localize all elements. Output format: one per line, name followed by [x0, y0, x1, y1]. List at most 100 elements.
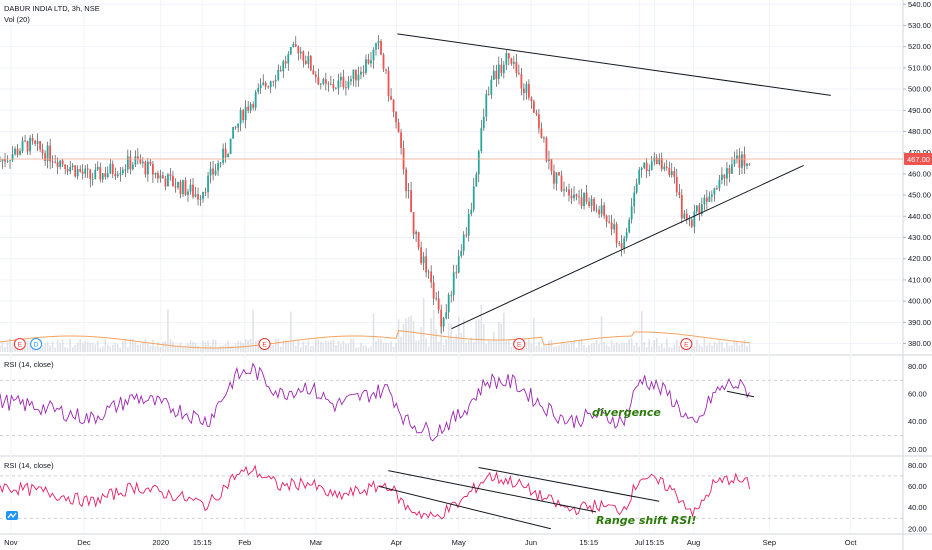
candle-body [154, 172, 157, 175]
candle-body [390, 96, 392, 100]
volume-bar [643, 341, 646, 352]
candle-body [257, 88, 260, 92]
candle-body [645, 162, 648, 172]
time-axis-label: Aug [687, 538, 700, 547]
candle-body [410, 190, 412, 213]
volume-bar [565, 343, 568, 352]
volume-bar [142, 341, 144, 352]
candle-body [41, 149, 44, 154]
volume-bar [435, 329, 437, 352]
trendline-channel-lower-1[interactable] [379, 486, 551, 530]
candle-body [172, 175, 174, 187]
candle-body [279, 69, 282, 72]
candle-body [109, 163, 112, 174]
candle-body [91, 179, 94, 180]
earnings-marker[interactable]: E [680, 338, 693, 350]
candle-body [56, 162, 59, 168]
candle-body [26, 141, 29, 152]
earnings-marker-letter: E [18, 342, 23, 349]
candle-body [630, 206, 633, 220]
earnings-marker[interactable]: E [13, 338, 26, 350]
volume-bar [462, 319, 465, 352]
trendline-divergence[interactable] [726, 390, 755, 398]
volume-bar [397, 319, 400, 352]
volume-bar [442, 345, 445, 352]
candle-body [277, 69, 280, 80]
volume-bar [277, 338, 280, 352]
volume-bar [457, 316, 460, 352]
earnings-marker[interactable]: E [513, 338, 526, 350]
earnings-marker[interactable]: E [258, 338, 271, 350]
volume-bar [184, 344, 187, 352]
rsi-legend-2[interactable]: RSI (14, close) [4, 461, 54, 470]
price-axis-label: 480.00 [908, 127, 931, 136]
volume-bar [320, 341, 322, 352]
volume-bar [460, 333, 463, 352]
candle-body [482, 116, 485, 129]
candle-body [663, 166, 666, 170]
volume-bar [575, 347, 578, 352]
volume-legend[interactable]: Vol (20) [4, 15, 30, 24]
rsi-axis-label: 40.00 [908, 503, 927, 512]
volume-bar [312, 345, 315, 352]
volume-bar [327, 341, 330, 352]
candle-body [643, 162, 646, 168]
price-axis-label: 540.00 [908, 0, 931, 9]
trendline-upper[interactable] [397, 33, 831, 96]
candle-body [51, 161, 54, 163]
trendlines[interactable] [379, 33, 831, 530]
volume-bar [377, 338, 380, 352]
volume-bar [560, 343, 563, 352]
symbol-title[interactable]: DABUR INDIA LTD, 3h, NSE [4, 4, 100, 13]
dividend-marker[interactable]: D [30, 338, 43, 350]
volume-bar [144, 338, 147, 352]
volume-bar [134, 342, 137, 352]
candle-body [668, 167, 671, 175]
candle-body [560, 175, 563, 191]
volume-bar [41, 345, 44, 352]
candle-body [447, 294, 450, 313]
trendline-channel-upper-1[interactable] [388, 470, 597, 513]
candle-body [553, 171, 555, 184]
candle-body [550, 158, 553, 172]
volume-bar [573, 341, 575, 352]
candle-body [239, 110, 242, 124]
time-axis[interactable]: Nov Dec 2020 15:15 Feb Mar Apr May Jun 15:15 Jul 15… [4, 538, 857, 547]
volume-bar [244, 339, 247, 352]
candle-body [407, 190, 410, 192]
candle-body [214, 170, 217, 175]
trendline-channel-upper-2[interactable] [478, 466, 660, 502]
volume-bar [726, 342, 728, 352]
candle-body [141, 161, 144, 164]
volume-bar [51, 341, 54, 352]
trendline-lower[interactable] [451, 164, 804, 330]
candle-body [81, 171, 84, 174]
rsi-legend-1[interactable]: RSI (14, close) [4, 360, 54, 369]
candle-body [6, 160, 9, 162]
volume-bar [741, 343, 743, 352]
volume-bar [274, 338, 277, 352]
volume-bar [29, 343, 31, 352]
volume-bar [417, 340, 420, 352]
earnings-marker-letter: E [517, 342, 522, 349]
candle-body [620, 243, 623, 249]
candle-body [332, 83, 335, 89]
candle-body [94, 169, 97, 180]
candle-body [287, 54, 290, 64]
volume-bar [422, 297, 425, 352]
candle-body [21, 140, 24, 152]
candle-body [655, 157, 658, 165]
candle-body [512, 61, 515, 64]
dividend-marker-circle [30, 338, 43, 350]
price-axis[interactable]: 540.00 530.00 520.00 510.00 500.00 490.00 480.… [903, 0, 932, 533]
candle-body [590, 198, 593, 206]
candle-body [1, 159, 4, 162]
volume-bar [342, 340, 345, 352]
candle-body [598, 209, 600, 215]
price-axis-label: 430.00 [908, 233, 931, 242]
candle-body [4, 159, 6, 162]
candle-body [134, 156, 137, 165]
candle-body [568, 189, 570, 196]
